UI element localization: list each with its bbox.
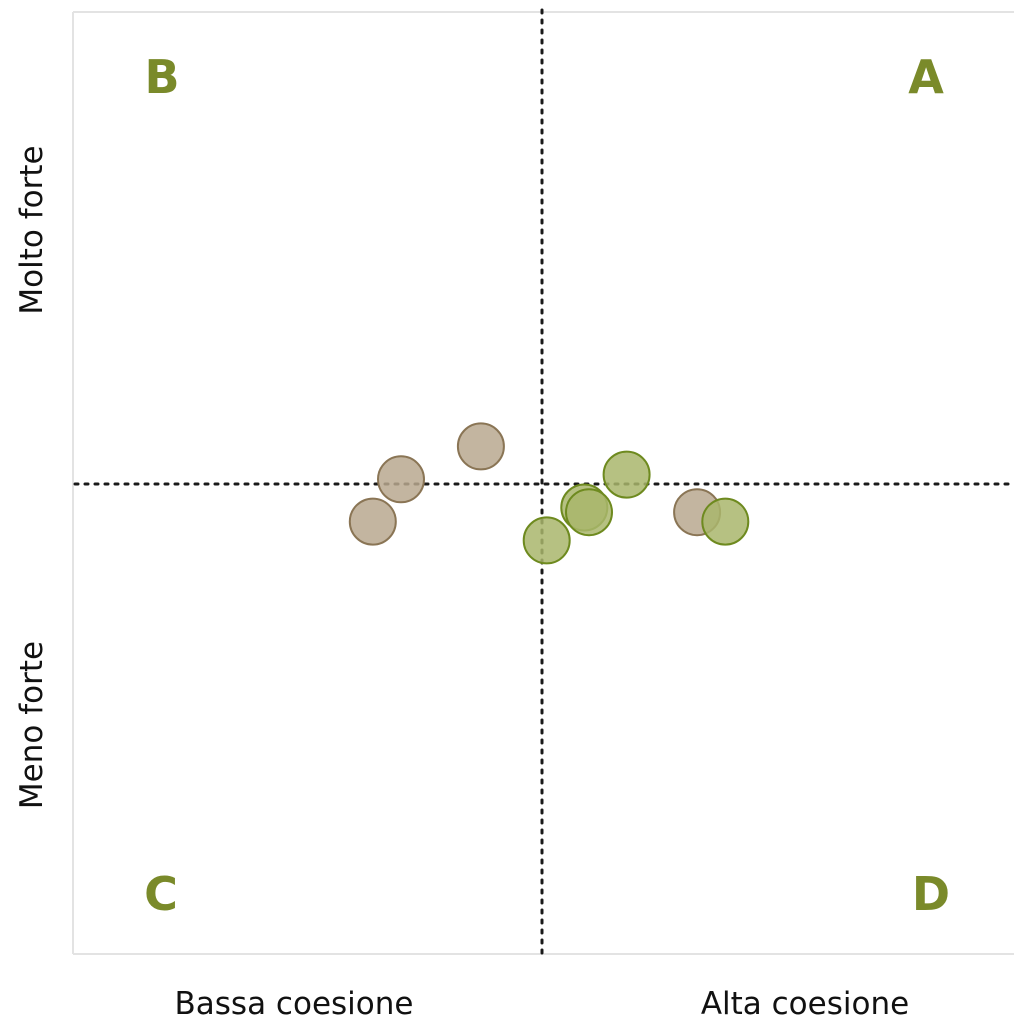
quadrant-label-a: A — [908, 50, 944, 104]
scatter-point-green-4 — [701, 497, 750, 546]
quadrant-label-b: B — [144, 50, 179, 104]
scatter-point-brown-1 — [456, 422, 505, 471]
x-axis-label-left: Bassa coesione — [175, 986, 414, 1018]
data-points — [348, 422, 750, 565]
scatter-point-brown-2 — [377, 455, 425, 504]
quadrant-label-d: D — [912, 867, 950, 921]
scatter-point-green-3 — [565, 488, 613, 537]
quadrant-label-c: C — [144, 867, 178, 921]
scatter-point-green-1 — [602, 450, 651, 499]
scatter-point-brown-3 — [348, 497, 397, 546]
x-axis-label-right: Alta coesione — [701, 986, 909, 1018]
y-axis-label-bottom: Meno forte — [14, 641, 50, 809]
y-axis-label-top: Molto forte — [14, 145, 50, 314]
scatter-point-green-5 — [522, 516, 571, 565]
